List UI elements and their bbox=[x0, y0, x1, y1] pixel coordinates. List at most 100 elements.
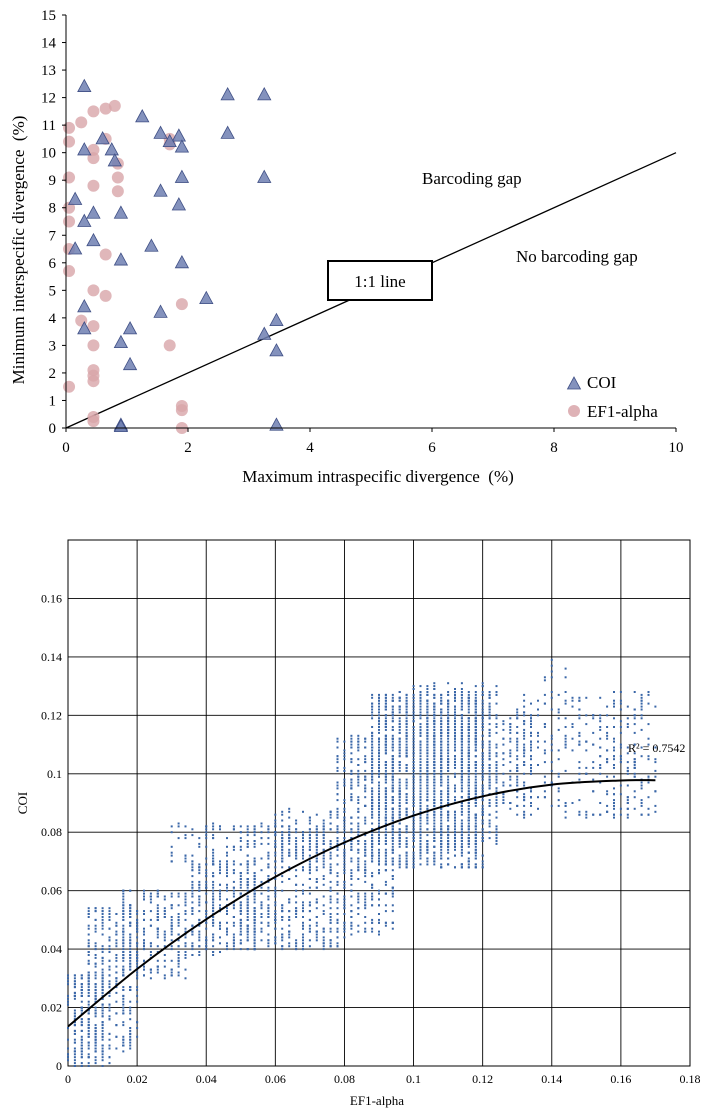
chart2-point bbox=[343, 755, 346, 758]
chart2-point bbox=[302, 883, 304, 886]
chart2-point bbox=[467, 693, 470, 696]
chart2-point bbox=[295, 854, 298, 857]
chart2-point bbox=[198, 845, 201, 848]
chart1-x-tick-label: 8 bbox=[550, 440, 558, 456]
chart2-point bbox=[626, 717, 629, 720]
chart2-point bbox=[467, 691, 470, 693]
chart2-point bbox=[288, 840, 291, 842]
chart2-point bbox=[108, 1009, 111, 1012]
chart2-point bbox=[440, 807, 443, 810]
chart2-point bbox=[156, 945, 159, 948]
chart2-point bbox=[364, 758, 367, 761]
chart2-point bbox=[447, 714, 450, 717]
chart2-point bbox=[246, 840, 249, 842]
ef1-alpha-point bbox=[175, 404, 188, 417]
chart2-point bbox=[239, 904, 242, 907]
chart2-point bbox=[633, 790, 636, 793]
chart2-point bbox=[205, 939, 208, 942]
chart2-point bbox=[606, 804, 609, 807]
chart2-point bbox=[170, 916, 173, 918]
chart2-point bbox=[391, 705, 394, 708]
chart2-point bbox=[129, 968, 132, 971]
chart2-point bbox=[198, 842, 201, 845]
chart2-point bbox=[143, 933, 145, 936]
chart2-point bbox=[460, 831, 463, 834]
chart2-point bbox=[232, 895, 235, 898]
chart2-point bbox=[426, 819, 429, 822]
chart2-point bbox=[322, 834, 325, 837]
chart2-point bbox=[481, 682, 484, 685]
chart2-point bbox=[295, 828, 298, 831]
chart2-point bbox=[184, 910, 187, 913]
chart2-point bbox=[633, 691, 636, 693]
chart2-point bbox=[308, 866, 311, 869]
chart2-point bbox=[391, 837, 394, 840]
chart2-point bbox=[73, 1062, 76, 1065]
chart2-point bbox=[405, 813, 408, 816]
chart2-point bbox=[391, 807, 394, 810]
chart2-point bbox=[613, 746, 615, 749]
chart2-point bbox=[412, 866, 415, 869]
chart2-point bbox=[122, 1035, 125, 1038]
chart2-point bbox=[371, 793, 374, 796]
chart2-point bbox=[226, 863, 228, 866]
chart2-point bbox=[495, 842, 498, 845]
ef1-alpha-point bbox=[99, 102, 112, 115]
chart2-point bbox=[184, 895, 187, 898]
chart2-point bbox=[67, 977, 69, 980]
chart2-point bbox=[474, 828, 477, 831]
chart2-point bbox=[149, 901, 152, 904]
chart2-point bbox=[246, 878, 249, 880]
chart2-point bbox=[260, 837, 263, 840]
chart2-point bbox=[509, 761, 512, 764]
chart2-point bbox=[440, 702, 443, 705]
chart2-point bbox=[288, 854, 291, 857]
chart2-point bbox=[412, 726, 415, 728]
chart2-point bbox=[129, 965, 132, 968]
chart2-point bbox=[260, 880, 263, 883]
chart2-point bbox=[163, 954, 166, 956]
chart2-point bbox=[288, 842, 291, 845]
chart2-point bbox=[322, 927, 325, 930]
ef1-alpha-point bbox=[63, 380, 76, 393]
chart2-point bbox=[198, 895, 201, 898]
chart2-point bbox=[274, 918, 277, 921]
chart2-point bbox=[281, 948, 284, 951]
chart2-point bbox=[184, 945, 187, 948]
chart2-point bbox=[253, 880, 256, 883]
chart2-point bbox=[440, 793, 443, 796]
chart2-point bbox=[467, 723, 470, 726]
chart2-point bbox=[274, 872, 277, 875]
coi-point bbox=[220, 125, 235, 139]
chart2-point bbox=[433, 834, 436, 837]
chart2-point bbox=[398, 764, 401, 766]
chart2-point bbox=[364, 845, 367, 848]
chart2-point bbox=[170, 921, 173, 924]
chart2-point bbox=[371, 711, 374, 714]
chart2-point bbox=[184, 956, 187, 959]
chart2-point bbox=[281, 813, 284, 816]
chart2-point bbox=[295, 831, 298, 834]
chart2-point bbox=[460, 737, 463, 740]
chart2-point bbox=[474, 728, 477, 731]
chart2-point bbox=[391, 714, 394, 717]
no-barcoding-gap-annotation: No barcoding gap bbox=[516, 247, 638, 266]
chart2-point bbox=[398, 723, 401, 726]
chart2-point bbox=[67, 1053, 69, 1056]
chart2-point bbox=[467, 743, 470, 746]
chart2-point bbox=[267, 913, 270, 915]
ef1-alpha-point bbox=[87, 320, 100, 333]
chart2-point bbox=[454, 854, 456, 857]
chart2-point bbox=[495, 743, 498, 746]
chart2-point bbox=[440, 834, 443, 837]
chart2-point bbox=[343, 901, 346, 904]
chart2-point bbox=[191, 924, 194, 927]
chart2-point bbox=[398, 793, 401, 796]
chart2-point bbox=[212, 848, 215, 851]
chart2-point bbox=[122, 904, 125, 907]
chart2-point bbox=[412, 711, 415, 714]
chart2-point bbox=[495, 799, 498, 802]
chart2-point bbox=[398, 787, 401, 790]
chart2-point bbox=[80, 1065, 83, 1067]
chart2-point bbox=[308, 831, 311, 834]
